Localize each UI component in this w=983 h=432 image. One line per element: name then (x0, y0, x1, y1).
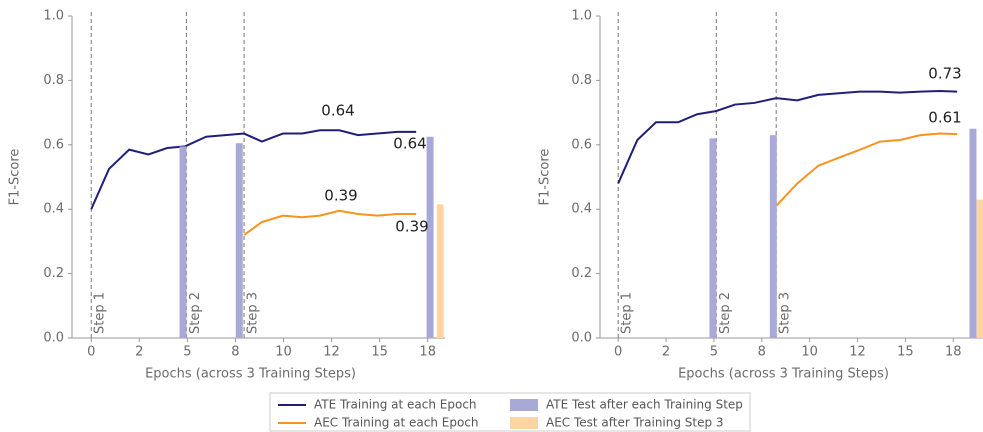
bar (179, 146, 187, 338)
bar (235, 143, 243, 338)
y-tick-label: 0.6 (43, 137, 64, 152)
bar (969, 128, 977, 338)
line-series (617, 90, 958, 184)
step-label: Step 1 (93, 292, 108, 334)
x-tick-label: 8 (231, 345, 239, 360)
step-label: Step 3 (246, 292, 261, 334)
legend-label: AEC Training at each Epoch (314, 416, 479, 430)
annotation: 0.39 (324, 187, 357, 205)
x-tick-label: 15 (371, 345, 388, 360)
y-axis-label: F1-Score (8, 149, 23, 206)
y-axis-label: F1-Score (538, 149, 553, 206)
legend: ATE Training at each Epoch AEC Training a… (269, 392, 751, 432)
annotation: 0.73 (928, 65, 961, 83)
annotation: 0.61 (928, 109, 961, 127)
line-series (90, 129, 417, 210)
bar (709, 138, 717, 338)
x-tick-label: 10 (801, 345, 818, 360)
x-axis-label: Epochs (across 3 Training Steps) (678, 367, 889, 382)
legend-label: ATE Test after each Training Step (546, 398, 743, 412)
bar (769, 135, 777, 338)
x-tick-label: 8 (758, 345, 766, 360)
step-label: Step 1 (620, 292, 635, 334)
x-tick-label: 0 (87, 345, 95, 360)
x-tick-label: 2 (662, 345, 670, 360)
y-tick-label: 0.4 (571, 202, 592, 217)
y-tick-label: 0.4 (43, 202, 64, 217)
step-label: Step 2 (188, 292, 203, 334)
legend-label: ATE Training at each Epoch (314, 398, 477, 412)
x-tick-label: 18 (419, 345, 436, 360)
annotation: 0.39 (395, 218, 428, 236)
bar (426, 136, 434, 338)
y-tick-label: 0.2 (571, 266, 592, 281)
step-label: Step 3 (778, 292, 793, 334)
y-tick-label: 1.0 (571, 9, 592, 24)
y-tick-label: 0.8 (43, 73, 64, 88)
legend-swatch (510, 399, 538, 411)
x-tick-label: 2 (135, 345, 143, 360)
y-tick-label: 1.0 (43, 9, 64, 24)
bar (436, 204, 444, 338)
x-tick-label: 12 (323, 345, 340, 360)
x-tick-label: 10 (275, 345, 292, 360)
step-label: Step 2 (718, 292, 733, 334)
legend-label: AEC Test after Training Step 3 (546, 416, 724, 430)
line-series (243, 209, 417, 236)
x-axis-label: Epochs (across 3 Training Steps) (145, 367, 356, 382)
y-tick-label: 0.6 (571, 137, 592, 152)
annotation: 0.64 (321, 102, 354, 120)
y-tick-label: 0.0 (571, 331, 592, 346)
x-tick-label: 12 (849, 345, 866, 360)
y-tick-label: 0.0 (43, 331, 64, 346)
x-tick-label: 5 (710, 345, 718, 360)
x-tick-label: 5 (183, 345, 191, 360)
x-tick-label: 15 (897, 345, 914, 360)
bar (976, 199, 983, 338)
legend-swatch (510, 417, 538, 429)
x-tick-label: 18 (945, 345, 962, 360)
annotation: 0.64 (393, 135, 426, 153)
y-tick-label: 0.8 (571, 73, 592, 88)
y-tick-label: 0.2 (43, 266, 64, 281)
x-tick-label: 0 (614, 345, 622, 360)
line-series (775, 132, 958, 207)
